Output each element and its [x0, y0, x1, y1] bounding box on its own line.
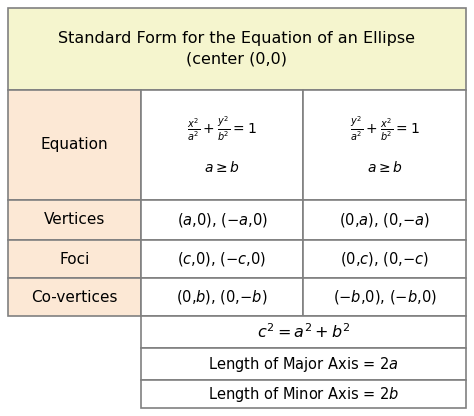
Polygon shape: [141, 278, 303, 316]
Text: $(c$,0), $(-c$,0): $(c$,0), $(-c$,0): [177, 250, 266, 268]
Polygon shape: [8, 240, 141, 278]
Text: (0,$a$), (0,$-a$): (0,$a$), (0,$-a$): [339, 211, 430, 229]
Text: Vertices: Vertices: [44, 213, 105, 228]
Text: $a\geq b$: $a\geq b$: [204, 161, 240, 176]
Polygon shape: [141, 200, 303, 240]
Polygon shape: [141, 240, 303, 278]
Polygon shape: [8, 278, 141, 316]
Polygon shape: [8, 200, 141, 240]
Polygon shape: [141, 380, 466, 408]
Polygon shape: [303, 200, 466, 240]
Text: $\frac{y^2}{a^2}+\frac{x^2}{b^2}=1$: $\frac{y^2}{a^2}+\frac{x^2}{b^2}=1$: [349, 114, 419, 143]
Text: Co-vertices: Co-vertices: [31, 290, 118, 305]
Polygon shape: [303, 278, 466, 316]
Polygon shape: [141, 348, 466, 380]
Text: (0,$b$), (0,$-b$): (0,$b$), (0,$-b$): [176, 288, 268, 306]
Text: Equation: Equation: [41, 138, 109, 153]
Text: $a\geq b$: $a\geq b$: [367, 161, 402, 176]
Text: $c^2 = a^2 + b^2$: $c^2 = a^2 + b^2$: [256, 323, 350, 342]
Text: $\frac{x^2}{a^2}+\frac{y^2}{b^2}=1$: $\frac{x^2}{a^2}+\frac{y^2}{b^2}=1$: [187, 114, 257, 143]
Text: Length of Major Axis = 2$a$: Length of Major Axis = 2$a$: [208, 354, 399, 374]
Text: Foci: Foci: [59, 252, 90, 267]
Text: (center (0,0): (center (0,0): [186, 52, 288, 67]
Text: Standard Form for the Equation of an Ellipse: Standard Form for the Equation of an Ell…: [58, 31, 416, 46]
Text: (0,$c$), (0,$-c$): (0,$c$), (0,$-c$): [340, 250, 429, 268]
Polygon shape: [141, 90, 303, 200]
Polygon shape: [141, 316, 466, 348]
Polygon shape: [8, 8, 466, 90]
Polygon shape: [303, 90, 466, 200]
Text: $(a$,0), $(-a$,0): $(a$,0), $(-a$,0): [176, 211, 267, 229]
Polygon shape: [303, 240, 466, 278]
Text: Length of Minor Axis = 2$b$: Length of Minor Axis = 2$b$: [208, 384, 399, 404]
Polygon shape: [8, 90, 141, 200]
Text: $(-b$,0), $(-b$,0): $(-b$,0), $(-b$,0): [333, 288, 437, 306]
